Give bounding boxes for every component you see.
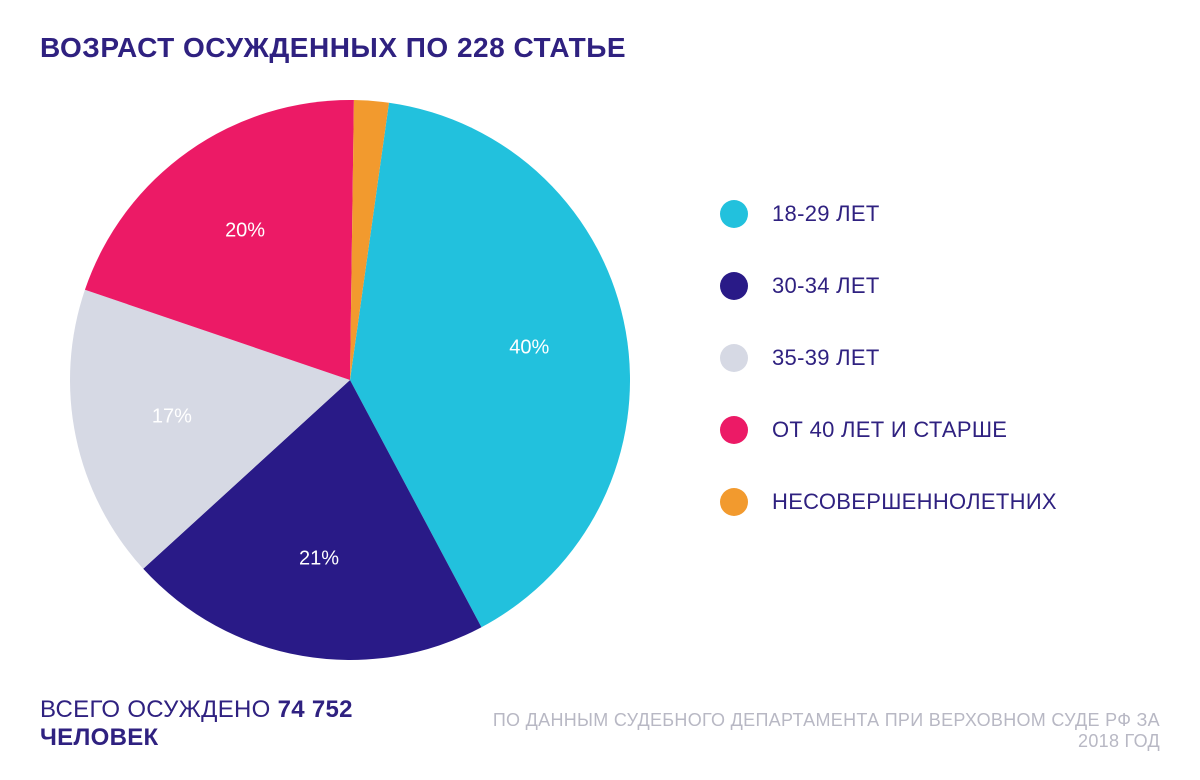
legend-swatch-minors bbox=[720, 488, 748, 516]
chart-title: ВОЗРАСТ ОСУЖДЕННЫХ ПО 228 СТАТЬЕ bbox=[40, 32, 1160, 64]
footer-total-prefix: ВСЕГО ОСУЖДЕНО bbox=[40, 696, 278, 723]
legend-item-age_18_29: 18-29 ЛЕТ bbox=[720, 200, 1057, 228]
pie-slice-label-age_18_29: 40% bbox=[509, 337, 549, 359]
legend-item-age_30_34: 30-34 ЛЕТ bbox=[720, 272, 1057, 300]
legend-item-minors: НЕСОВЕРШЕННОЛЕТНИХ bbox=[720, 488, 1057, 516]
legend-swatch-age_18_29 bbox=[720, 200, 748, 228]
legend-swatch-age_30_34 bbox=[720, 272, 748, 300]
legend-label-age_18_29: 18-29 ЛЕТ bbox=[772, 201, 880, 227]
legend-swatch-age_40_plus bbox=[720, 416, 748, 444]
footer: ВСЕГО ОСУЖДЕНО 74 752 ЧЕЛОВЕК ПО ДАННЫМ … bbox=[40, 696, 1160, 752]
page-root: ВОЗРАСТ ОСУЖДЕННЫХ ПО 228 СТАТЬЕ 40% 21% 1… bbox=[0, 0, 1200, 780]
legend-label-minors: НЕСОВЕРШЕННОЛЕТНИХ bbox=[772, 489, 1057, 515]
footer-source: ПО ДАННЫМ СУДЕБНОГО ДЕПАРТАМЕНТА ПРИ ВЕР… bbox=[452, 710, 1160, 752]
footer-total: ВСЕГО ОСУЖДЕНО 74 752 ЧЕЛОВЕК bbox=[40, 696, 452, 752]
pie-slice-label-age_40_plus: 20% bbox=[225, 220, 265, 242]
legend: 18-29 ЛЕТ 30-34 ЛЕТ 35-39 ЛЕТ ОТ 40 ЛЕТ И С… bbox=[720, 200, 1057, 516]
legend-item-age_35_39: 35-39 ЛЕТ bbox=[720, 344, 1057, 372]
legend-label-age_35_39: 35-39 ЛЕТ bbox=[772, 345, 880, 371]
pie-slice-label-age_35_39: 17% bbox=[152, 405, 192, 427]
legend-swatch-age_35_39 bbox=[720, 344, 748, 372]
pie-slice-label-minors: 2% bbox=[359, 80, 388, 83]
legend-label-age_40_plus: ОТ 40 ЛЕТ И СТАРШЕ bbox=[772, 417, 1007, 443]
legend-item-age_40_plus: ОТ 40 ЛЕТ И СТАРШЕ bbox=[720, 416, 1057, 444]
pie-chart-svg: 40% 21% 17% 20% 2% bbox=[60, 80, 660, 700]
legend-label-age_30_34: 30-34 ЛЕТ bbox=[772, 273, 880, 299]
pie-chart: 40% 21% 17% 20% 2% bbox=[60, 80, 660, 705]
pie-slice-label-age_30_34: 21% bbox=[299, 548, 339, 570]
